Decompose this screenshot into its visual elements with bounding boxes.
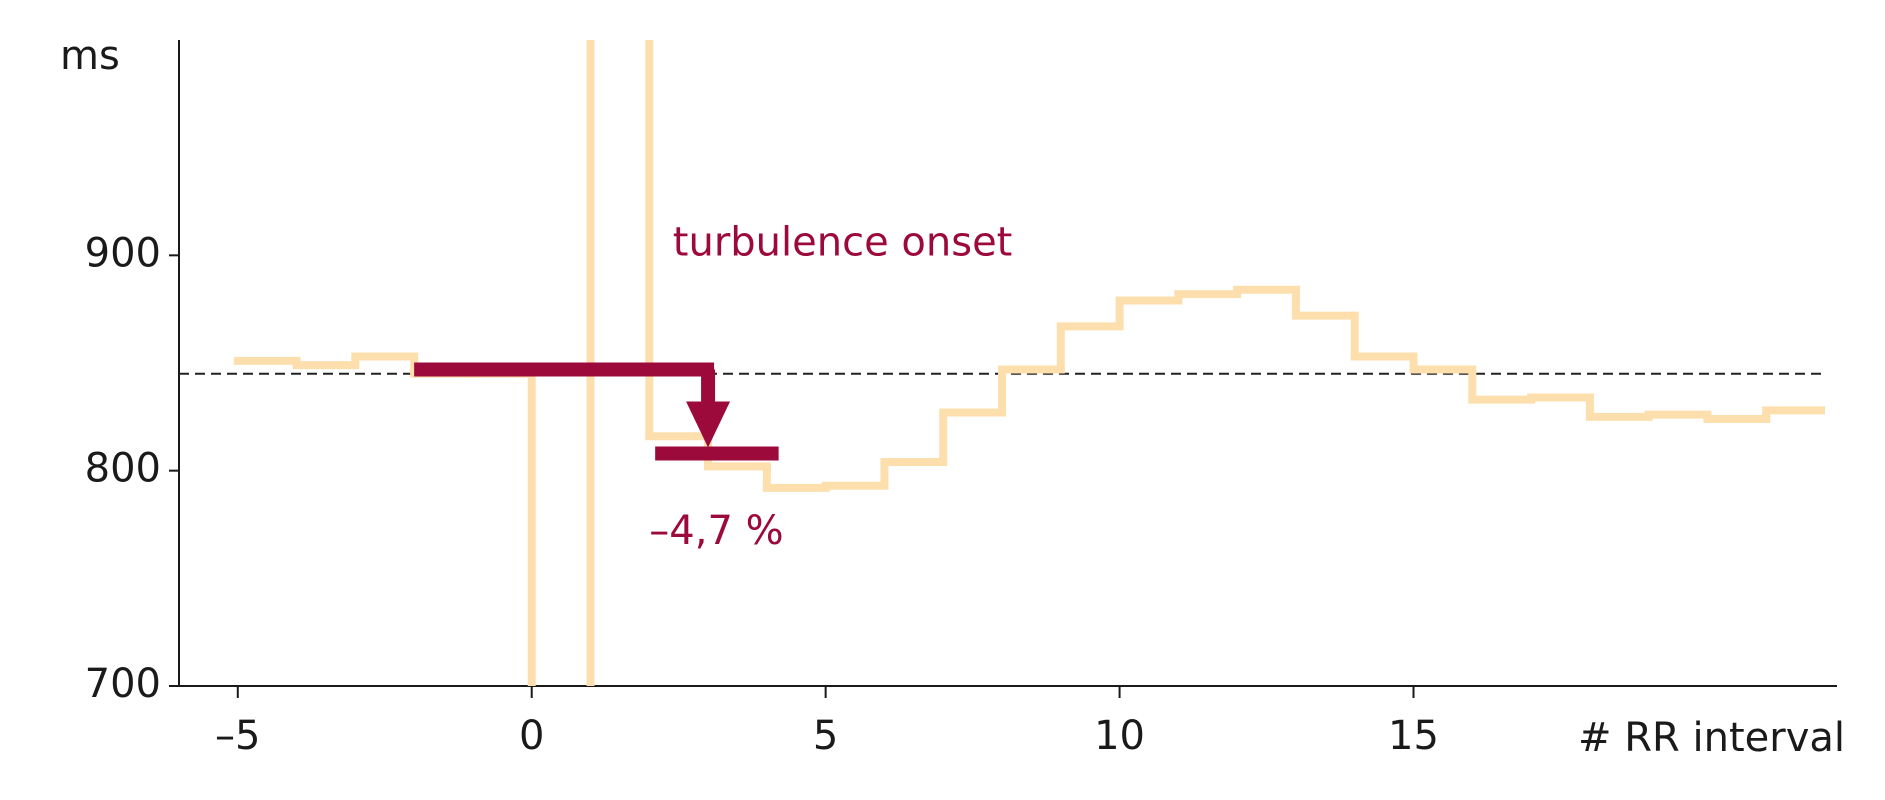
x-tick-label: 15: [1388, 713, 1439, 759]
plot-area: [179, 40, 1825, 686]
onset-arrow-head: [686, 401, 731, 448]
annotation: –4,7 %: [649, 508, 783, 554]
y-tick-label: 800: [85, 446, 161, 492]
y-axis-label: ms: [60, 33, 120, 79]
y-tick-label: 700: [85, 661, 161, 707]
x-tick-label: –5: [215, 713, 260, 759]
x-axis-label: # RR interval: [1578, 715, 1845, 761]
x-tick-label: 5: [813, 713, 838, 759]
x-tick-label: 10: [1094, 713, 1145, 759]
x-tick-label: 0: [519, 713, 544, 759]
y-tick-label: 900: [85, 230, 161, 276]
annotation: turbulence onset: [673, 220, 1013, 266]
